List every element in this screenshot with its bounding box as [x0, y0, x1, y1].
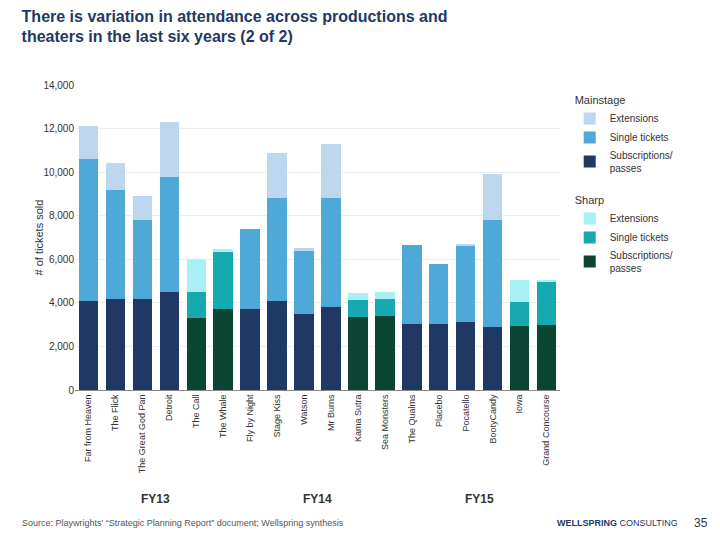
svg-text:Mr Burns: Mr Burns [326, 394, 336, 431]
svg-text:Mainstage: Mainstage [575, 94, 626, 106]
svg-text:The Flick: The Flick [110, 394, 120, 431]
svg-text:Subscriptions/passes: Subscriptions/passes [610, 250, 673, 274]
svg-text:The Great God Pan: The Great God Pan [137, 395, 147, 474]
svg-text:Single tickets: Single tickets [610, 132, 669, 143]
svg-text:Stage Kiss: Stage Kiss [272, 394, 282, 438]
svg-text:Subscriptions/passes: Subscriptions/passes [610, 150, 673, 174]
svg-text:There is variation in attendan: There is variation in attendance across … [22, 8, 448, 46]
svg-text:Extensions: Extensions [610, 113, 659, 124]
svg-text:8,000: 8,000 [49, 210, 74, 221]
svg-text:The Whale: The Whale [218, 395, 228, 439]
svg-text:Sharp: Sharp [575, 194, 604, 206]
svg-text:Sea Monsters: Sea Monsters [380, 394, 390, 450]
svg-text:Watson: Watson [299, 395, 309, 425]
svg-text:Placebo: Placebo [434, 395, 444, 428]
svg-text:FY14: FY14 [303, 492, 332, 506]
svg-text:The Qualms: The Qualms [407, 394, 417, 444]
svg-text:2,000: 2,000 [49, 341, 74, 352]
svg-text:10,000: 10,000 [43, 167, 74, 178]
svg-text:Fly by Night: Fly by Night [245, 394, 255, 442]
svg-text:Detroit: Detroit [164, 394, 174, 421]
svg-text:Kama Sutra: Kama Sutra [353, 395, 363, 443]
svg-text:Extensions: Extensions [610, 213, 659, 224]
svg-text:WELLSPRING CONSULTING: WELLSPRING CONSULTING [557, 518, 678, 528]
svg-text:14,000: 14,000 [43, 80, 74, 91]
svg-text:0: 0 [68, 385, 74, 396]
svg-text:BootyCandy: BootyCandy [488, 394, 498, 444]
svg-text:Far from Heaven: Far from Heaven [83, 395, 93, 463]
svg-text:FY13: FY13 [141, 492, 170, 506]
svg-text:# of tickets sold: # of tickets sold [33, 200, 45, 276]
svg-text:Source: Playwrights' “Strategi: Source: Playwrights' “Strategic Planning… [22, 518, 344, 528]
svg-text:Iowa: Iowa [515, 395, 525, 414]
svg-text:Grand Concourse: Grand Concourse [541, 395, 551, 466]
svg-text:35: 35 [694, 516, 708, 530]
svg-text:4,000: 4,000 [49, 297, 74, 308]
svg-text:Pocatello: Pocatello [461, 395, 471, 432]
svg-text:The Call: The Call [191, 395, 201, 429]
svg-text:12,000: 12,000 [43, 123, 74, 134]
svg-text:Single tickets: Single tickets [610, 232, 669, 243]
svg-text:6,000: 6,000 [49, 254, 74, 265]
svg-text:FY15: FY15 [465, 492, 494, 506]
